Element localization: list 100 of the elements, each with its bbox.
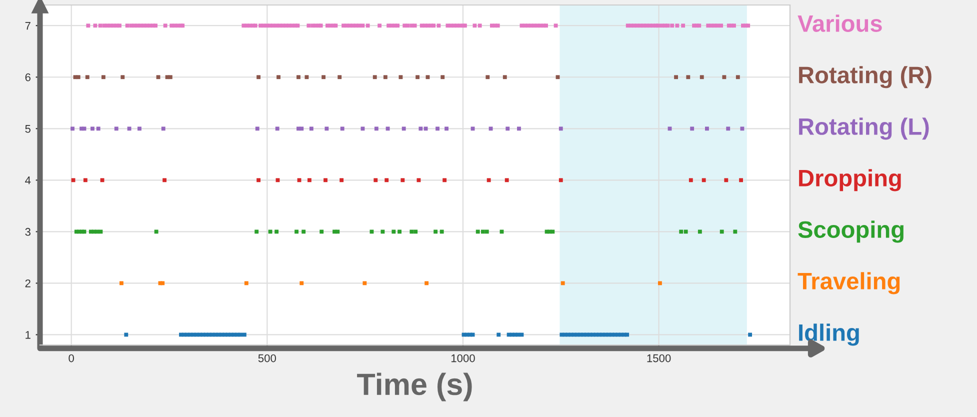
y-tick-label: 1 <box>26 331 30 339</box>
point <box>324 126 329 131</box>
point <box>242 332 246 337</box>
point <box>684 230 688 234</box>
y-tick-label: 3 <box>25 228 30 236</box>
point <box>162 178 167 182</box>
point <box>392 230 396 234</box>
point <box>82 230 86 234</box>
point <box>120 75 125 80</box>
point <box>500 230 504 234</box>
point <box>276 178 280 182</box>
text: Dropping <box>799 169 901 192</box>
y-tick-label: 7 <box>25 22 30 30</box>
point <box>300 281 304 286</box>
point <box>504 178 509 182</box>
point <box>720 230 724 234</box>
point <box>216 332 221 337</box>
point <box>733 230 738 234</box>
point <box>100 178 104 182</box>
point <box>724 178 728 182</box>
point <box>740 126 744 131</box>
point <box>560 281 565 286</box>
point <box>436 126 440 131</box>
point <box>90 126 94 131</box>
point <box>516 332 520 337</box>
point <box>307 178 312 182</box>
point <box>294 230 298 234</box>
point <box>297 178 302 182</box>
point <box>386 126 390 131</box>
point <box>268 230 272 234</box>
point <box>748 332 752 337</box>
point <box>476 230 480 234</box>
point <box>400 178 405 182</box>
point <box>736 75 740 80</box>
point <box>338 75 342 80</box>
point <box>690 126 694 131</box>
point <box>424 281 429 286</box>
point <box>383 75 388 80</box>
y-tick-label: 4 <box>25 176 31 184</box>
point <box>739 178 744 182</box>
point <box>402 126 406 131</box>
point <box>398 75 403 80</box>
point <box>304 75 309 80</box>
point <box>426 75 430 80</box>
point <box>416 178 421 182</box>
point <box>85 75 90 80</box>
point <box>322 75 326 80</box>
point <box>380 230 385 234</box>
point <box>484 230 489 234</box>
point <box>182 332 186 337</box>
point <box>256 75 260 80</box>
point <box>101 75 106 80</box>
point <box>517 126 521 131</box>
point <box>374 178 378 182</box>
point <box>698 230 702 234</box>
point <box>418 126 423 131</box>
point <box>340 126 344 131</box>
point <box>229 332 234 337</box>
point <box>124 332 128 337</box>
point <box>440 230 444 234</box>
point <box>161 126 166 131</box>
point <box>98 230 103 234</box>
point <box>416 75 420 80</box>
point <box>444 126 448 131</box>
point <box>470 332 475 337</box>
x-axis-title: Time (s) <box>357 372 472 402</box>
point <box>582 332 586 337</box>
point <box>160 281 165 286</box>
point <box>82 126 86 131</box>
y-tick-label: 6 <box>25 73 30 82</box>
point <box>372 75 377 80</box>
point <box>625 332 630 337</box>
point <box>274 230 279 234</box>
point <box>360 126 365 131</box>
point <box>558 126 563 131</box>
x-tick-label: 1000 <box>451 354 475 362</box>
point <box>440 75 445 80</box>
point <box>520 332 524 337</box>
point <box>296 75 300 80</box>
point <box>76 75 80 80</box>
point <box>705 126 709 131</box>
point <box>486 178 491 182</box>
point <box>300 126 304 131</box>
point <box>606 332 611 337</box>
point <box>442 178 447 182</box>
y-tick-label: 2 <box>25 279 30 288</box>
point <box>168 75 172 80</box>
point <box>120 281 124 286</box>
point <box>686 75 690 80</box>
point <box>470 126 475 131</box>
point <box>658 281 662 286</box>
point <box>688 178 693 182</box>
point <box>156 75 160 80</box>
point <box>668 126 672 131</box>
point <box>722 75 726 80</box>
point <box>374 126 378 131</box>
series-label: Idling <box>799 324 859 346</box>
point <box>324 178 328 182</box>
point <box>95 230 100 234</box>
point <box>558 178 563 182</box>
